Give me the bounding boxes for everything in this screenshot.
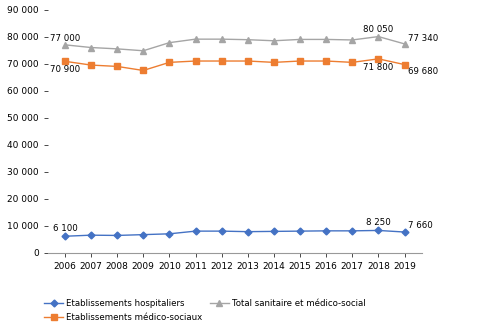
Etablissements médico-sociaux	[323, 59, 329, 63]
Etablissements médico-sociaux	[402, 63, 408, 66]
Total sanitaire et médico-social	[62, 43, 68, 47]
Etablissements hospitaliers	[88, 233, 94, 237]
Total sanitaire et médico-social	[219, 37, 225, 41]
Total sanitaire et médico-social	[349, 38, 355, 42]
Total sanitaire et médico-social	[140, 49, 146, 53]
Total sanitaire et médico-social	[297, 38, 303, 41]
Etablissements médico-sociaux	[114, 64, 120, 68]
Etablissements médico-sociaux	[349, 60, 355, 64]
Etablissements médico-sociaux	[88, 63, 94, 67]
Total sanitaire et médico-social	[402, 42, 408, 46]
Legend: Etablissements hospitaliers, Etablissements médico-sociaux, Total sanitaire et m: Etablissements hospitaliers, Etablisseme…	[41, 296, 369, 324]
Text: 77 000: 77 000	[50, 34, 80, 43]
Total sanitaire et médico-social	[193, 37, 198, 41]
Etablissements hospitaliers	[376, 228, 381, 232]
Etablissements médico-sociaux	[193, 59, 198, 63]
Etablissements médico-sociaux	[62, 59, 68, 63]
Etablissements hospitaliers	[297, 229, 303, 233]
Etablissements hospitaliers	[62, 234, 68, 238]
Total sanitaire et médico-social	[88, 46, 94, 50]
Text: 80 050: 80 050	[363, 25, 394, 34]
Text: 8 250: 8 250	[366, 218, 391, 227]
Etablissements médico-sociaux	[245, 59, 251, 63]
Etablissements hospitaliers	[140, 233, 146, 237]
Text: 77 340: 77 340	[409, 34, 439, 42]
Etablissements hospitaliers	[349, 229, 355, 233]
Etablissements hospitaliers	[271, 229, 277, 233]
Text: 7 660: 7 660	[409, 221, 433, 230]
Etablissements hospitaliers	[167, 232, 172, 236]
Etablissements médico-sociaux	[376, 57, 381, 61]
Etablissements hospitaliers	[402, 230, 408, 234]
Total sanitaire et médico-social	[167, 41, 172, 45]
Total sanitaire et médico-social	[376, 35, 381, 39]
Etablissements hospitaliers	[219, 229, 225, 233]
Etablissements médico-sociaux	[219, 59, 225, 63]
Line: Total sanitaire et médico-social: Total sanitaire et médico-social	[62, 34, 407, 53]
Total sanitaire et médico-social	[323, 38, 329, 41]
Total sanitaire et médico-social	[114, 47, 120, 51]
Line: Etablissements médico-sociaux: Etablissements médico-sociaux	[62, 56, 407, 73]
Etablissements médico-sociaux	[140, 69, 146, 73]
Etablissements hospitaliers	[193, 229, 198, 233]
Text: 70 900: 70 900	[50, 65, 80, 74]
Etablissements médico-sociaux	[297, 59, 303, 63]
Text: 69 680: 69 680	[409, 67, 439, 76]
Etablissements médico-sociaux	[271, 60, 277, 64]
Text: 71 800: 71 800	[363, 63, 394, 72]
Total sanitaire et médico-social	[245, 38, 251, 42]
Etablissements hospitaliers	[323, 229, 329, 233]
Text: 6 100: 6 100	[53, 224, 77, 233]
Etablissements hospitaliers	[114, 234, 120, 237]
Total sanitaire et médico-social	[271, 39, 277, 43]
Line: Etablissements hospitaliers: Etablissements hospitaliers	[62, 228, 407, 239]
Etablissements hospitaliers	[245, 230, 251, 234]
Etablissements médico-sociaux	[167, 60, 172, 64]
